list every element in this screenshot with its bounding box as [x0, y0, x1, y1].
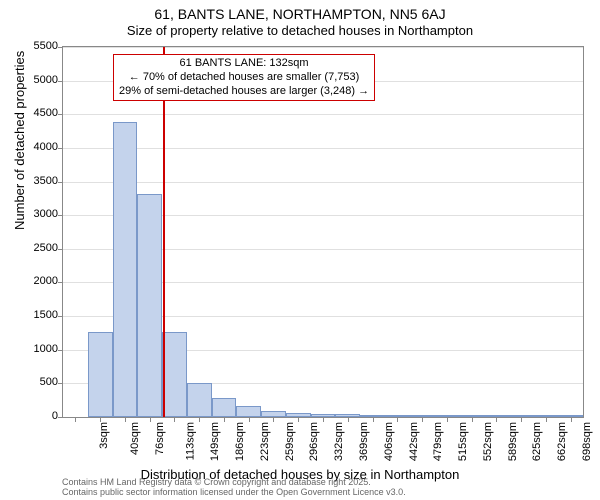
xtick-mark — [546, 417, 547, 422]
ytick-label: 4000 — [22, 141, 58, 153]
annotation-line-1: 61 BANTS LANE: 132sqm — [119, 57, 369, 71]
xtick-mark — [447, 417, 448, 422]
ytick-label: 2500 — [22, 242, 58, 254]
histogram-bar — [236, 406, 261, 417]
ytick-label: 1500 — [22, 309, 58, 321]
chart-title: 61, BANTS LANE, NORTHAMPTON, NN5 6AJ — [0, 0, 600, 22]
xtick-mark — [323, 417, 324, 422]
xtick-mark — [521, 417, 522, 422]
ytick-mark — [58, 249, 63, 250]
ytick-label: 3000 — [22, 208, 58, 220]
histogram-bar — [113, 122, 138, 417]
ytick-label: 0 — [22, 410, 58, 422]
histogram-bar — [137, 194, 162, 417]
xtick-mark — [174, 417, 175, 422]
ytick-label: 3500 — [22, 175, 58, 187]
ytick-mark — [58, 114, 63, 115]
xtick-label: 259sqm — [284, 422, 296, 461]
ytick-mark — [58, 81, 63, 82]
xtick-mark — [249, 417, 250, 422]
xtick-label: 406sqm — [383, 422, 395, 461]
xtick-label: 479sqm — [432, 422, 444, 461]
xtick-mark — [125, 417, 126, 422]
xtick-mark — [373, 417, 374, 422]
ytick-mark — [58, 282, 63, 283]
xtick-mark — [75, 417, 76, 422]
xtick-label: 113sqm — [184, 422, 196, 460]
xtick-mark — [348, 417, 349, 422]
histogram-bar — [88, 332, 113, 417]
ytick-label: 5500 — [22, 40, 58, 52]
gridline — [63, 114, 583, 115]
xtick-label: 296sqm — [309, 422, 321, 461]
annotation-box: 61 BANTS LANE: 132sqm← 70% of detached h… — [113, 54, 375, 101]
ytick-mark — [58, 383, 63, 384]
property-marker-line — [163, 47, 165, 417]
xtick-label: 369sqm — [358, 422, 370, 461]
xtick-label: 186sqm — [234, 422, 246, 461]
gridline — [63, 182, 583, 183]
ytick-mark — [58, 417, 63, 418]
xtick-mark — [422, 417, 423, 422]
xtick-label: 662sqm — [556, 422, 568, 461]
chart-subtitle: Size of property relative to detached ho… — [0, 23, 600, 38]
xtick-mark — [224, 417, 225, 422]
ytick-label: 4500 — [22, 107, 58, 119]
ytick-label: 500 — [22, 376, 58, 388]
plot-area: 61 BANTS LANE: 132sqm← 70% of detached h… — [62, 46, 584, 418]
ytick-mark — [58, 47, 63, 48]
xtick-label: 552sqm — [482, 422, 494, 461]
histogram-bar — [187, 383, 212, 417]
gridline — [63, 47, 583, 48]
footer-attribution: Contains HM Land Registry data © Crown c… — [62, 478, 406, 498]
xtick-mark — [496, 417, 497, 422]
xtick-mark — [273, 417, 274, 422]
xtick-label: 149sqm — [210, 422, 222, 461]
ytick-mark — [58, 148, 63, 149]
ytick-mark — [58, 316, 63, 317]
xtick-mark — [150, 417, 151, 422]
ytick-label: 5000 — [22, 74, 58, 86]
ytick-mark — [58, 182, 63, 183]
xtick-label: 698sqm — [581, 422, 593, 461]
xtick-label: 515sqm — [457, 422, 469, 461]
xtick-label: 589sqm — [507, 422, 519, 461]
xtick-label: 3sqm — [98, 422, 110, 449]
ytick-mark — [58, 215, 63, 216]
histogram-bar — [212, 398, 237, 417]
xtick-label: 332sqm — [333, 422, 345, 461]
gridline — [63, 148, 583, 149]
footer-line-2: Contains public sector information licen… — [62, 488, 406, 498]
xtick-label: 625sqm — [531, 422, 543, 461]
ytick-label: 1000 — [22, 343, 58, 355]
ytick-label: 2000 — [22, 275, 58, 287]
ytick-mark — [58, 350, 63, 351]
xtick-mark — [199, 417, 200, 422]
xtick-mark — [397, 417, 398, 422]
xtick-mark — [298, 417, 299, 422]
annotation-line-3: 29% of semi-detached houses are larger (… — [119, 85, 369, 99]
xtick-label: 223sqm — [259, 422, 271, 461]
xtick-mark — [472, 417, 473, 422]
xtick-label: 76sqm — [154, 422, 166, 455]
xtick-label: 442sqm — [408, 422, 420, 461]
xtick-label: 40sqm — [129, 422, 141, 455]
histogram-bar — [162, 332, 187, 417]
annotation-line-2: ← 70% of detached houses are smaller (7,… — [119, 71, 369, 85]
xtick-mark — [571, 417, 572, 422]
